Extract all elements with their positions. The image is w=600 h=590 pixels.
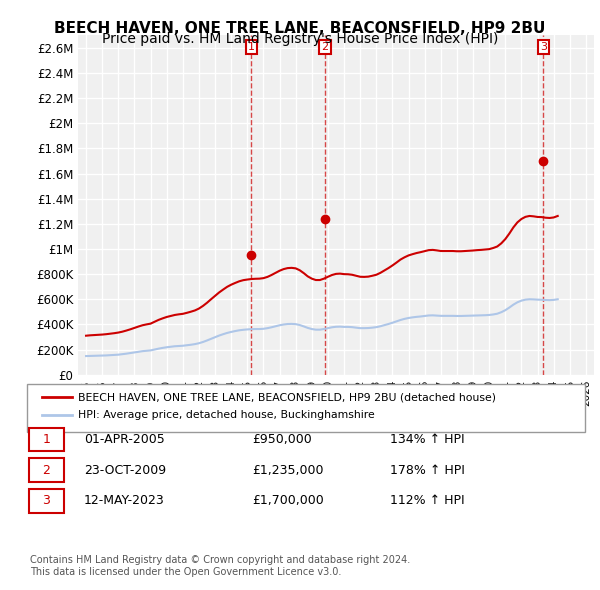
Text: 23-OCT-2009: 23-OCT-2009 (84, 464, 166, 477)
Text: 2: 2 (42, 464, 50, 477)
Text: 2: 2 (322, 42, 328, 52)
Text: £950,000: £950,000 (252, 433, 312, 446)
Text: HPI: Average price, detached house, Buckinghamshire: HPI: Average price, detached house, Buck… (78, 410, 375, 419)
Text: 1: 1 (42, 433, 50, 446)
Text: BEECH HAVEN, ONE TREE LANE, BEACONSFIELD, HP9 2BU (detached house): BEECH HAVEN, ONE TREE LANE, BEACONSFIELD… (78, 392, 496, 402)
Text: 178% ↑ HPI: 178% ↑ HPI (390, 464, 465, 477)
Text: BEECH HAVEN, ONE TREE LANE, BEACONSFIELD, HP9 2BU: BEECH HAVEN, ONE TREE LANE, BEACONSFIELD… (55, 21, 545, 35)
Text: 112% ↑ HPI: 112% ↑ HPI (390, 494, 464, 507)
Text: 3: 3 (540, 42, 547, 52)
Text: Price paid vs. HM Land Registry's House Price Index (HPI): Price paid vs. HM Land Registry's House … (102, 32, 498, 47)
Text: 12-MAY-2023: 12-MAY-2023 (84, 494, 165, 507)
Text: 3: 3 (42, 494, 50, 507)
Text: 1: 1 (248, 42, 255, 52)
Text: Contains HM Land Registry data © Crown copyright and database right 2024.
This d: Contains HM Land Registry data © Crown c… (30, 555, 410, 577)
Text: £1,700,000: £1,700,000 (252, 494, 324, 507)
Text: £1,235,000: £1,235,000 (252, 464, 323, 477)
Text: 01-APR-2005: 01-APR-2005 (84, 433, 165, 446)
Text: 134% ↑ HPI: 134% ↑ HPI (390, 433, 464, 446)
